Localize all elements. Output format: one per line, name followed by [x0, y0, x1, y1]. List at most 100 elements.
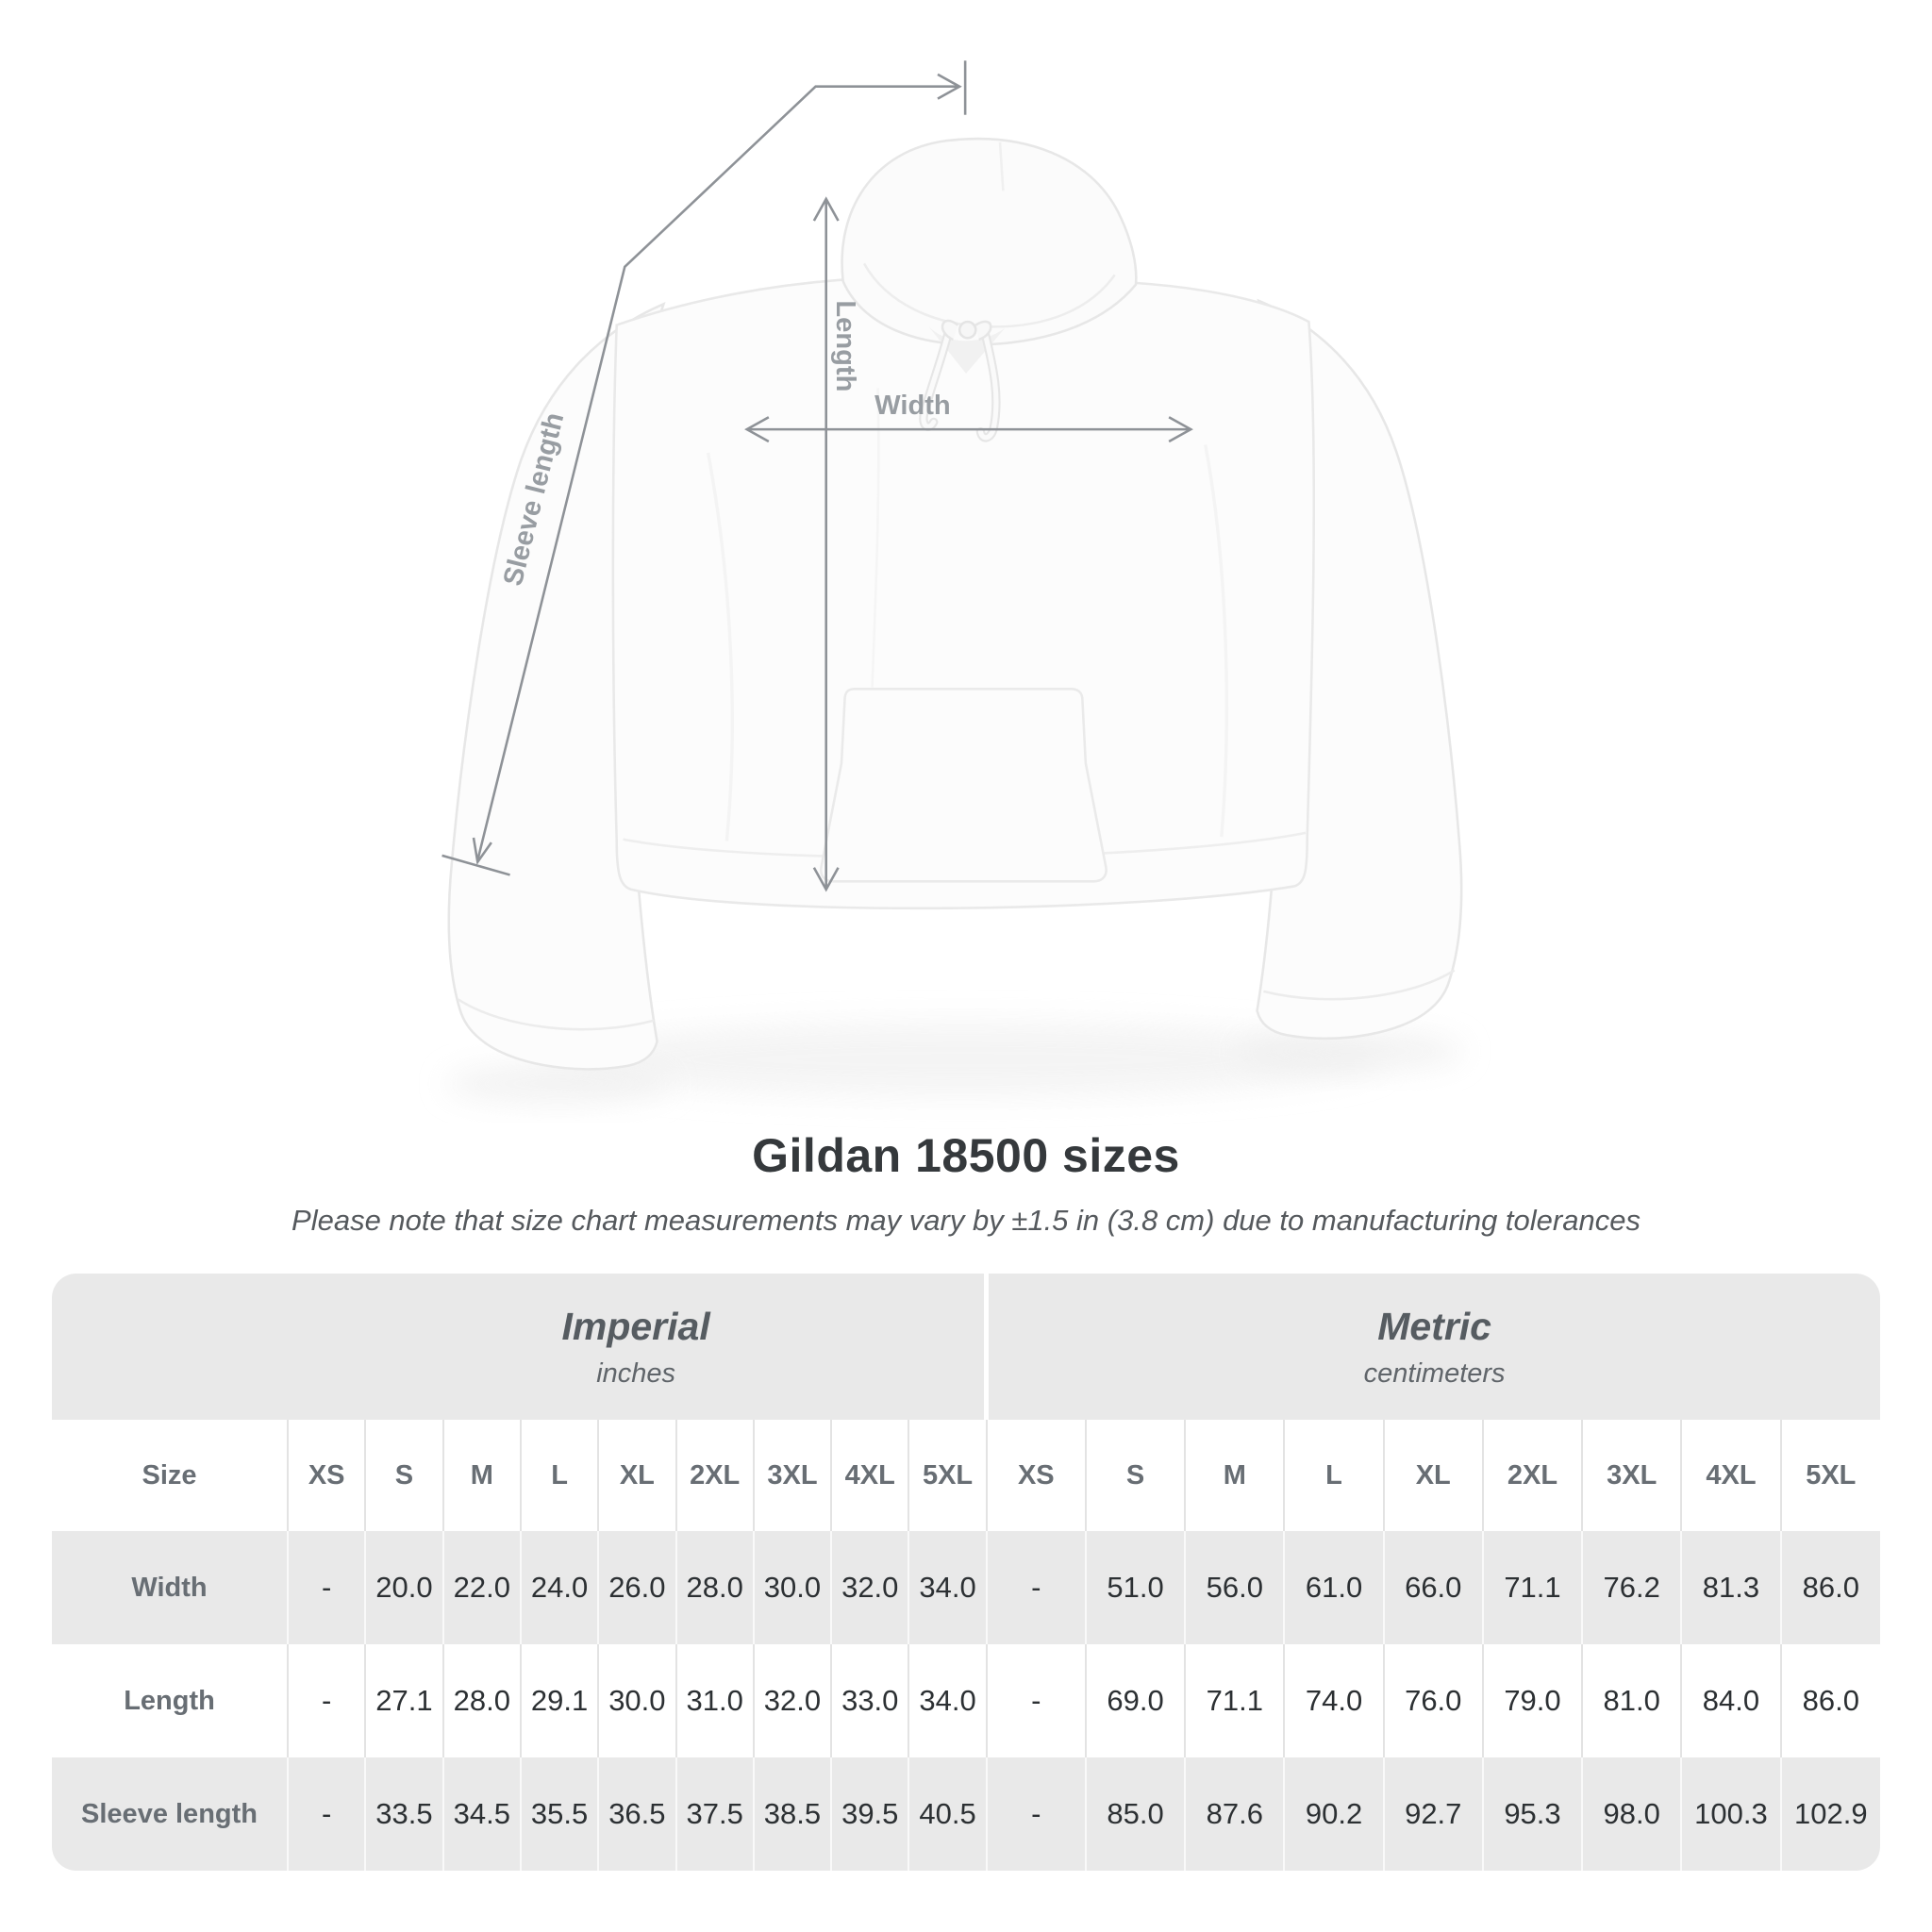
measurement-value-cell: 86.0 — [1779, 1644, 1880, 1757]
measurement-value-cell: 61.0 — [1283, 1531, 1384, 1644]
measurement-value-cell: 22.0 — [441, 1531, 521, 1644]
left-cuff-shadow — [445, 1064, 672, 1104]
measurement-overlay — [441, 60, 1193, 892]
measurement-value-cell: - — [985, 1531, 1086, 1644]
width-arrow — [744, 416, 1193, 443]
size-header-cell: L — [519, 1420, 599, 1531]
measurement-value-cell: 30.0 — [597, 1644, 676, 1757]
size-header-cell: 4XL — [1680, 1420, 1781, 1531]
measurement-value-cell: 74.0 — [1283, 1644, 1384, 1757]
imperial-band-unit: inches — [596, 1357, 676, 1389]
hood — [841, 137, 1138, 346]
crease-left — [706, 452, 734, 841]
size-header-cell: 3XL — [752, 1420, 832, 1531]
size-header-cell: 4XL — [830, 1420, 909, 1531]
measurement-value-cell: 32.0 — [830, 1531, 909, 1644]
measurement-row-label: Length — [124, 1685, 215, 1716]
measurement-value-cell: 32.0 — [752, 1644, 832, 1757]
measurement-value-cell: 92.7 — [1382, 1757, 1483, 1871]
measurement-value-cell: 87.6 — [1184, 1757, 1285, 1871]
garment-shadow — [541, 1022, 1384, 1097]
title-block: Gildan 18500 sizes Please note that size… — [0, 1128, 1932, 1238]
metric-band: Metric centimeters — [984, 1274, 1880, 1420]
measurement-value-cell: 34.0 — [908, 1644, 987, 1757]
measurement-value-cell: 34.0 — [908, 1531, 987, 1644]
measurement-value-cell: 39.5 — [830, 1757, 909, 1871]
measurement-row-label: Sleeve length — [81, 1798, 258, 1829]
measurement-value-cell: 102.9 — [1779, 1757, 1880, 1871]
sleeve-length-arrow — [441, 60, 967, 876]
measurement-value-cell: 24.0 — [519, 1531, 599, 1644]
measurement-row: Width -20.0 22.0 24.0 26.0 28.0 30.0 32.0 34.0-5… — [52, 1531, 1880, 1644]
sleeve-arrowhead-right — [937, 73, 962, 100]
kangaroo-pocket — [819, 688, 1108, 883]
tolerance-note: Please note that size chart measurements… — [291, 1204, 1641, 1237]
measurement-value-cell: 40.5 — [908, 1757, 987, 1871]
unit-band-row: Imperial inches Metric centimeters — [52, 1274, 1880, 1420]
measurement-value-cell: 26.0 — [597, 1531, 676, 1644]
size-header-cell: S — [1084, 1420, 1186, 1531]
measurement-value-cell: 76.0 — [1382, 1644, 1483, 1757]
width-arrowhead-right — [1168, 416, 1193, 443]
size-header-cell: XS — [985, 1420, 1086, 1531]
measurement-value-cell: 66.0 — [1382, 1531, 1483, 1644]
bow-loop-right — [974, 320, 992, 341]
page-title: Gildan 18500 sizes — [752, 1129, 1180, 1182]
measurement-value-cell: 71.1 — [1184, 1644, 1285, 1757]
size-header-cell: M — [1184, 1420, 1285, 1531]
measurement-value-cell: 69.0 — [1084, 1644, 1186, 1757]
measurement-value-cell: 37.5 — [675, 1757, 754, 1871]
sleeve-end-tick — [441, 854, 510, 876]
measurement-value-cell: 86.0 — [1779, 1531, 1880, 1644]
metric-band-title: Metric — [1377, 1304, 1491, 1348]
measurement-value-cell: - — [985, 1644, 1086, 1757]
measurement-value-cell: 31.0 — [675, 1644, 754, 1757]
length-label: Length — [830, 300, 860, 391]
measurement-value-cell: 98.0 — [1581, 1757, 1682, 1871]
size-header-cell: XL — [1382, 1420, 1483, 1531]
imperial-band: Imperial inches — [52, 1274, 987, 1420]
measurement-value-cell: 33.5 — [364, 1757, 443, 1871]
width-arrowhead-left — [744, 416, 770, 443]
measurement-value-cell: 36.5 — [597, 1757, 676, 1871]
measurement-value-cell: 100.3 — [1680, 1757, 1781, 1871]
right-cuff-shadow — [1238, 1031, 1464, 1071]
size-header-row: Size XS S M L XL 2XL 3XL 4XL 5XL XS S M L XL 2XL 3XL 4XL 5… — [52, 1420, 1880, 1531]
size-header-cell: L — [1283, 1420, 1384, 1531]
measurement-row: Sleeve length -33.5 34.5 35.5 36.5 37.5 38.5 39… — [52, 1757, 1880, 1871]
bow-knot — [958, 320, 977, 340]
hoodie-body — [611, 278, 1316, 910]
measurement-row-label: Width — [131, 1572, 208, 1603]
measurement-value-cell: 56.0 — [1184, 1531, 1285, 1644]
measurement-value-cell: - — [287, 1644, 366, 1757]
measurement-value-cell: 76.2 — [1581, 1531, 1682, 1644]
width-label: Width — [874, 391, 951, 421]
size-header-cell: M — [441, 1420, 521, 1531]
measurement-value-cell: 35.5 — [519, 1757, 599, 1871]
measurement-value-cell: 95.3 — [1481, 1757, 1583, 1871]
measurement-value-cell: 84.0 — [1680, 1644, 1781, 1757]
size-header-cell: 2XL — [675, 1420, 754, 1531]
measurement-value-cell: 79.0 — [1481, 1644, 1583, 1757]
size-header-cell: 2XL — [1481, 1420, 1583, 1531]
crease-right — [1204, 444, 1229, 838]
size-header-cell: XL — [597, 1420, 676, 1531]
measurement-value-cell: 34.5 — [441, 1757, 521, 1871]
measurement-value-cell: 85.0 — [1084, 1757, 1186, 1871]
size-table-body: Width -20.0 22.0 24.0 26.0 28.0 30.0 32.0 34.0-5… — [52, 1531, 1880, 1871]
imperial-band-title: Imperial — [561, 1304, 710, 1348]
size-header-cell: 5XL — [908, 1420, 987, 1531]
metric-band-unit: centimeters — [1363, 1357, 1506, 1389]
measurement-value-cell: 51.0 — [1084, 1531, 1186, 1644]
length-arrow — [812, 196, 840, 892]
measurement-value-cell: 27.1 — [364, 1644, 443, 1757]
measurement-value-cell: 38.5 — [752, 1757, 832, 1871]
measurement-value-cell: 30.0 — [752, 1531, 832, 1644]
measurement-value-cell: 71.1 — [1481, 1531, 1583, 1644]
left-cuff-seam — [458, 998, 655, 1031]
size-column-header: Size — [142, 1459, 197, 1491]
hood-top-seam — [998, 142, 1005, 192]
crease-center — [871, 388, 880, 688]
measurement-value-cell: 28.0 — [441, 1644, 521, 1757]
measurement-value-cell: 81.0 — [1581, 1644, 1682, 1757]
